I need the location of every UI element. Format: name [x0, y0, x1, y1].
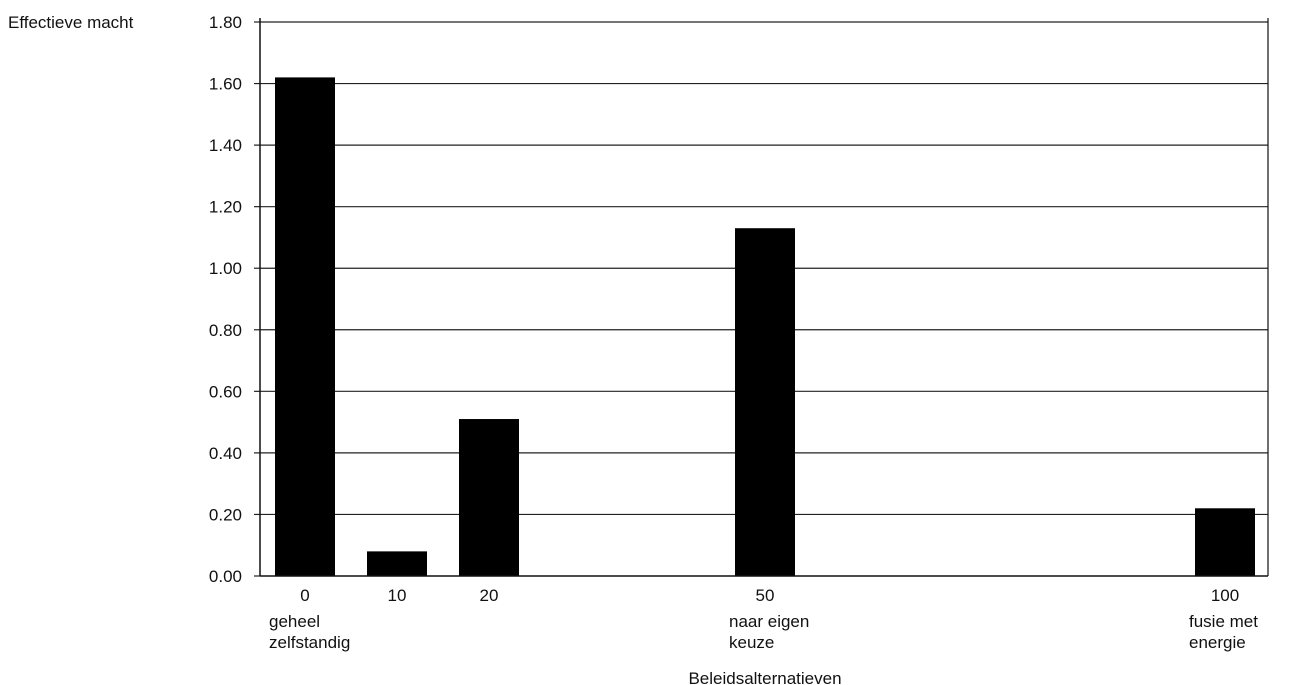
bar: [735, 228, 795, 576]
y-tick-label: 0.40: [209, 444, 242, 463]
x-tick-sublabel: geheel: [269, 612, 320, 631]
y-tick-label: 0.20: [209, 505, 242, 524]
x-tick-label: 50: [756, 586, 775, 605]
x-tick-label: 100: [1211, 586, 1239, 605]
x-tick-label: 20: [480, 586, 499, 605]
x-tick-label: 10: [388, 586, 407, 605]
y-tick-label: 1.80: [209, 13, 242, 32]
x-axis-title: Beleidsalternatieven: [688, 669, 841, 685]
y-tick-label: 0.00: [209, 567, 242, 586]
bars: [275, 77, 1255, 577]
y-tick-labels: 0.00 0.20 0.40 0.60 0.80 1.00 1.20 1.40 1.60 1.80: [209, 13, 242, 586]
bar: [275, 77, 335, 577]
y-tick-label: 1.00: [209, 259, 242, 278]
x-tick-sublabel: keuze: [729, 633, 774, 652]
bar: [459, 419, 519, 576]
bar: [367, 551, 427, 576]
y-tick-label: 0.80: [209, 321, 242, 340]
x-tick-label: 0: [300, 586, 309, 605]
x-tick-sublabel: naar eigen: [729, 612, 809, 631]
y-tick-label: 0.60: [209, 382, 242, 401]
axes: [259, 18, 1269, 577]
y-tick-label: 1.60: [209, 75, 242, 94]
bar: [1195, 508, 1255, 576]
y-tick-label: 1.20: [209, 198, 242, 217]
y-axis-title: Effectieve macht: [8, 13, 134, 32]
y-tick-label: 1.40: [209, 136, 242, 155]
x-tick-labels: 0 geheel zelfstandig 10 20 50 naar eigen keuze 1…: [269, 586, 1258, 652]
x-tick-sublabel: energie: [1189, 633, 1246, 652]
x-tick-sublabel: fusie met: [1189, 612, 1258, 631]
x-tick-sublabel: zelfstandig: [269, 633, 350, 652]
